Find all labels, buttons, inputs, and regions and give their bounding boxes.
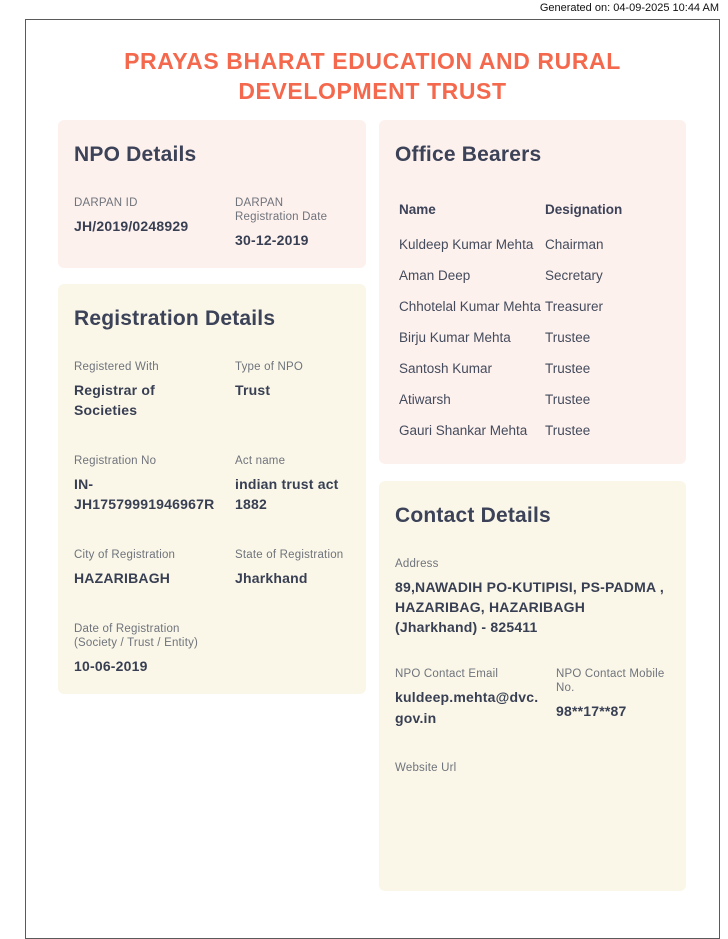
registration-no-field: Registration No IN-JH17579991946967R [74, 454, 219, 514]
bearer-designation: Trustee [545, 423, 591, 438]
office-bearer-row: Chhotelal Kumar Mehta Treasurer [399, 291, 670, 322]
bearer-name: Atiwarsh [399, 392, 451, 407]
darpan-id-value: JH/2019/0248929 [74, 218, 189, 234]
office-bearers-heading: Office Bearers [395, 143, 542, 166]
npo-contact-mobile-field: NPO Contact Mobile No. 98**17**87 [556, 667, 670, 729]
website-url-field: Website Url [395, 761, 670, 775]
act-name-value: indian trust act 1882 [235, 476, 339, 512]
state-of-registration-label: State of Registration [235, 549, 344, 561]
darpan-reg-date-field: DARPAN Registration Date 30-12-2019 [235, 196, 350, 250]
darpan-reg-date-value: 30-12-2019 [235, 232, 309, 248]
address-value: 89,NAWADIH PO-KUTIPISI, PS-PADMA , HAZAR… [395, 579, 664, 635]
address-field: Address 89,NAWADIH PO-KUTIPISI, PS-PADMA… [395, 557, 670, 637]
designation-column-header: Designation [545, 202, 623, 217]
darpan-id-field: DARPAN ID JH/2019/0248929 [74, 196, 219, 250]
contact-details-card: Contact Details Address 89,NAWADIH PO-KU… [379, 481, 686, 891]
date-of-registration-field: Date of Registration (Society / Trust / … [74, 622, 219, 676]
darpan-reg-date-label: DARPAN Registration Date [235, 197, 328, 223]
office-bearer-row: Aman Deep Secretary [399, 260, 670, 291]
type-of-npo-value: Trust [235, 382, 271, 398]
bearer-name: Chhotelal Kumar Mehta [399, 299, 541, 314]
registration-details-heading: Registration Details [74, 307, 276, 330]
bearer-designation: Chairman [545, 237, 604, 252]
state-of-registration-field: State of Registration Jharkhand [235, 548, 350, 588]
darpan-id-label: DARPAN ID [74, 197, 138, 209]
bearer-name: Birju Kumar Mehta [399, 330, 511, 345]
bearer-designation: Trustee [545, 392, 591, 407]
registration-no-label: Registration No [74, 455, 157, 467]
act-name-label: Act name [235, 455, 286, 467]
npo-details-heading: NPO Details [74, 143, 197, 166]
act-name-field: Act name indian trust act 1882 [235, 454, 350, 514]
npo-contact-mobile-value: 98**17**87 [556, 703, 627, 719]
contact-details-heading: Contact Details [395, 504, 551, 527]
left-column: NPO Details DARPAN ID JH/2019/0248929 DA… [58, 120, 366, 891]
office-bearer-row: Gauri Shankar Mehta Trustee [399, 415, 670, 446]
registered-with-value: Registrar of Societies [74, 382, 155, 418]
city-of-registration-field: City of Registration HAZARIBAGH [74, 548, 219, 588]
type-of-npo-field: Type of NPO Trust [235, 360, 350, 420]
npo-contact-email-value: kuldeep.mehta@dvc.gov.in [395, 689, 539, 726]
bearer-name: Gauri Shankar Mehta [399, 423, 528, 438]
npo-contact-mobile-label: NPO Contact Mobile No. [556, 668, 665, 694]
office-bearer-row: Kuldeep Kumar Mehta Chairman [399, 229, 670, 260]
type-of-npo-label: Type of NPO [235, 361, 304, 373]
office-bearer-row: Atiwarsh Trustee [399, 384, 670, 415]
date-of-registration-value: 10-06-2019 [74, 658, 148, 674]
bearer-name: Santosh Kumar [399, 361, 493, 376]
registration-no-value: IN-JH17579991946967R [74, 476, 215, 512]
npo-contact-email-field: NPO Contact Email kuldeep.mehta@dvc.gov.… [395, 667, 542, 729]
registration-details-card: Registration Details Registered With Reg… [58, 284, 366, 694]
bearer-name: Aman Deep [399, 268, 471, 283]
page-title: PRAYAS BHARAT EDUCATION AND RURAL DEVELO… [124, 48, 621, 104]
office-bearers-table: Name Designation Kuldeep Kumar Mehta Cha… [399, 196, 670, 446]
bearer-name: Kuldeep Kumar Mehta [399, 237, 534, 252]
registered-with-field: Registered With Registrar of Societies [74, 360, 219, 420]
generated-on-text: Generated on: 04-09-2025 10:44 AM [539, 2, 719, 14]
office-bearer-row: Santosh Kumar Trustee [399, 353, 670, 384]
name-column-header: Name [399, 202, 436, 217]
office-bearers-card: Office Bearers Name Designation Kuldeep … [379, 120, 686, 464]
city-of-registration-value: HAZARIBAGH [74, 570, 171, 586]
right-column: Office Bearers Name Designation Kuldeep … [379, 120, 686, 891]
state-of-registration-value: Jharkhand [235, 570, 308, 586]
page-frame: PRAYAS BHARAT EDUCATION AND RURAL DEVELO… [25, 19, 720, 939]
content-columns: NPO Details DARPAN ID JH/2019/0248929 DA… [58, 120, 687, 891]
city-of-registration-label: City of Registration [74, 549, 176, 561]
office-bearer-row: Birju Kumar Mehta Trustee [399, 322, 670, 353]
date-of-registration-label: Date of Registration (Society / Trust / … [74, 623, 199, 649]
bearer-designation: Trustee [545, 330, 591, 345]
office-bearers-header-row: Name Designation [399, 196, 670, 229]
address-label: Address [395, 558, 439, 570]
npo-contact-email-label: NPO Contact Email [395, 668, 499, 680]
website-url-label: Website Url [395, 762, 457, 774]
bearer-designation: Trustee [545, 361, 591, 376]
registered-with-label: Registered With [74, 361, 159, 373]
bearer-designation: Secretary [545, 268, 603, 283]
npo-details-card: NPO Details DARPAN ID JH/2019/0248929 DA… [58, 120, 366, 268]
bearer-designation: Treasurer [545, 299, 604, 314]
